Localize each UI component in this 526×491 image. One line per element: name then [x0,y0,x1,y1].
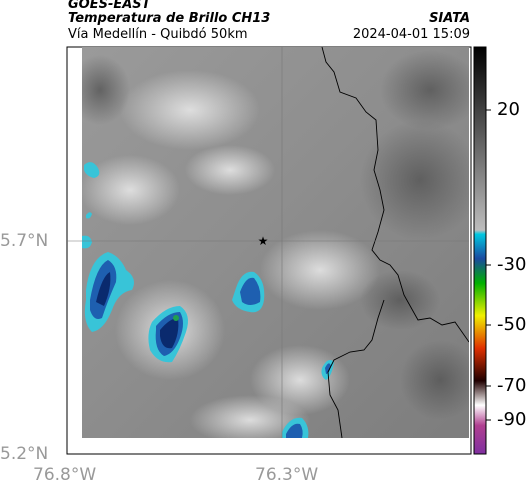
lon-tick-label: 76.3°W [255,465,319,485]
colorbar-tick-label: -30 [497,254,526,275]
brightness-temperature-field [82,47,469,438]
lat-tick-label: 5.7°N [0,231,49,251]
boundary-line [321,47,469,438]
timestamp: 2024-04-01 15:09 [352,27,470,42]
cold-cloud-regions [82,162,334,438]
agency-label: SIATA [429,11,470,26]
star-icon: ★ [258,234,269,248]
lon-tick-label: 76.8°W [33,465,97,485]
lat-tick-label: 5.2°N [0,444,49,464]
colorbar-tick-label: -70 [497,375,526,396]
satellite-name: GOES-EAST [68,0,151,12]
colorbar-tick-label: -90 [497,409,526,430]
region-subtitle: Vía Medellín - Quibdó 50km [68,27,248,42]
colorbar [473,46,491,455]
product-title: Temperatura de Brillo CH13 [68,11,271,26]
colorbar-tick-label: -50 [497,314,526,335]
colorbar-tick-label: 20 [497,99,520,120]
